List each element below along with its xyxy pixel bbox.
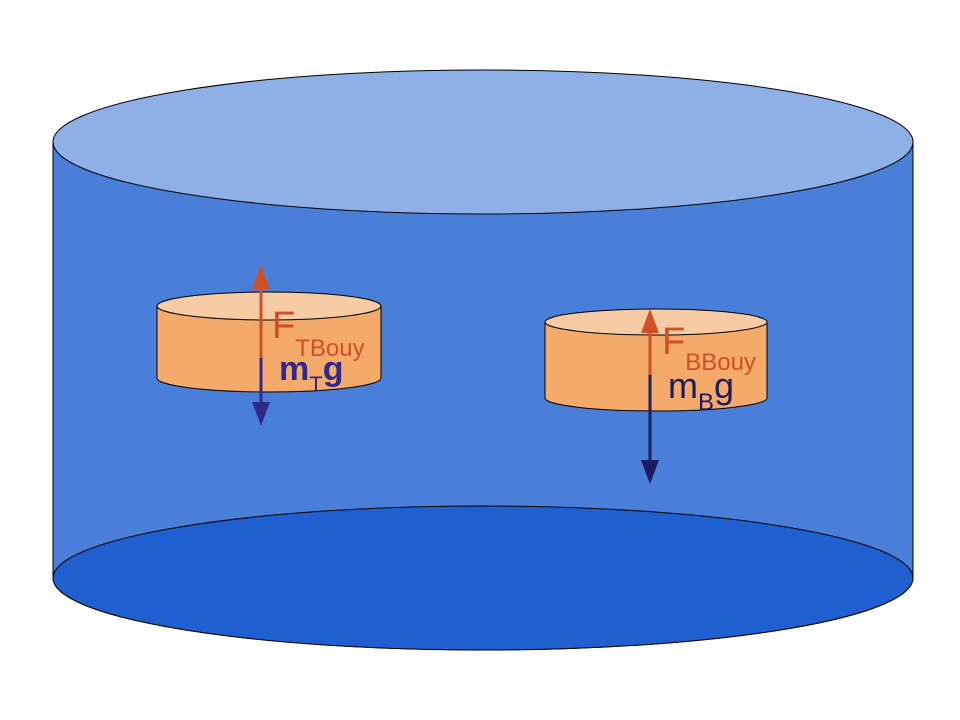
bottom-buoyancy-label-main: F — [662, 321, 685, 363]
bottom-buoyancy-arrow — [641, 309, 659, 375]
bottom-weight-label: mBg — [668, 365, 734, 416]
bottom-buoyancy-label-sub: BBouy — [685, 349, 756, 376]
top-weight-label-tail: g — [323, 350, 344, 388]
top-buoyancy-arrow — [252, 265, 270, 358]
top-block-side — [156, 305, 382, 393]
bottom-buoyancy-label: FBBouy — [662, 321, 756, 376]
bottom-block — [544, 308, 768, 412]
bottom-block-side — [544, 321, 768, 412]
top-buoyancy-label-sub: TBouy — [295, 335, 364, 362]
top-weight-label-main: m — [279, 350, 309, 388]
bottom-block-top-face — [544, 308, 768, 336]
bottom-weight-label-main: m — [668, 365, 698, 406]
top-buoyancy-label-main: F — [272, 305, 295, 347]
bottom-weight-arrow — [641, 375, 659, 484]
top-block — [156, 291, 382, 393]
water-tank — [52, 69, 914, 651]
top-block-top-face — [156, 291, 382, 321]
top-weight-arrow — [252, 358, 270, 426]
tank-top-surface — [52, 69, 914, 215]
tank-bottom-surface — [52, 505, 914, 651]
top-weight-label-sub: T — [309, 372, 322, 397]
bottom-weight-label-sub: B — [698, 389, 714, 416]
top-weight-label: mTg — [279, 350, 343, 397]
bottom-weight-label-tail: g — [714, 365, 734, 406]
top-buoyancy-label: FTBouy — [272, 305, 365, 362]
